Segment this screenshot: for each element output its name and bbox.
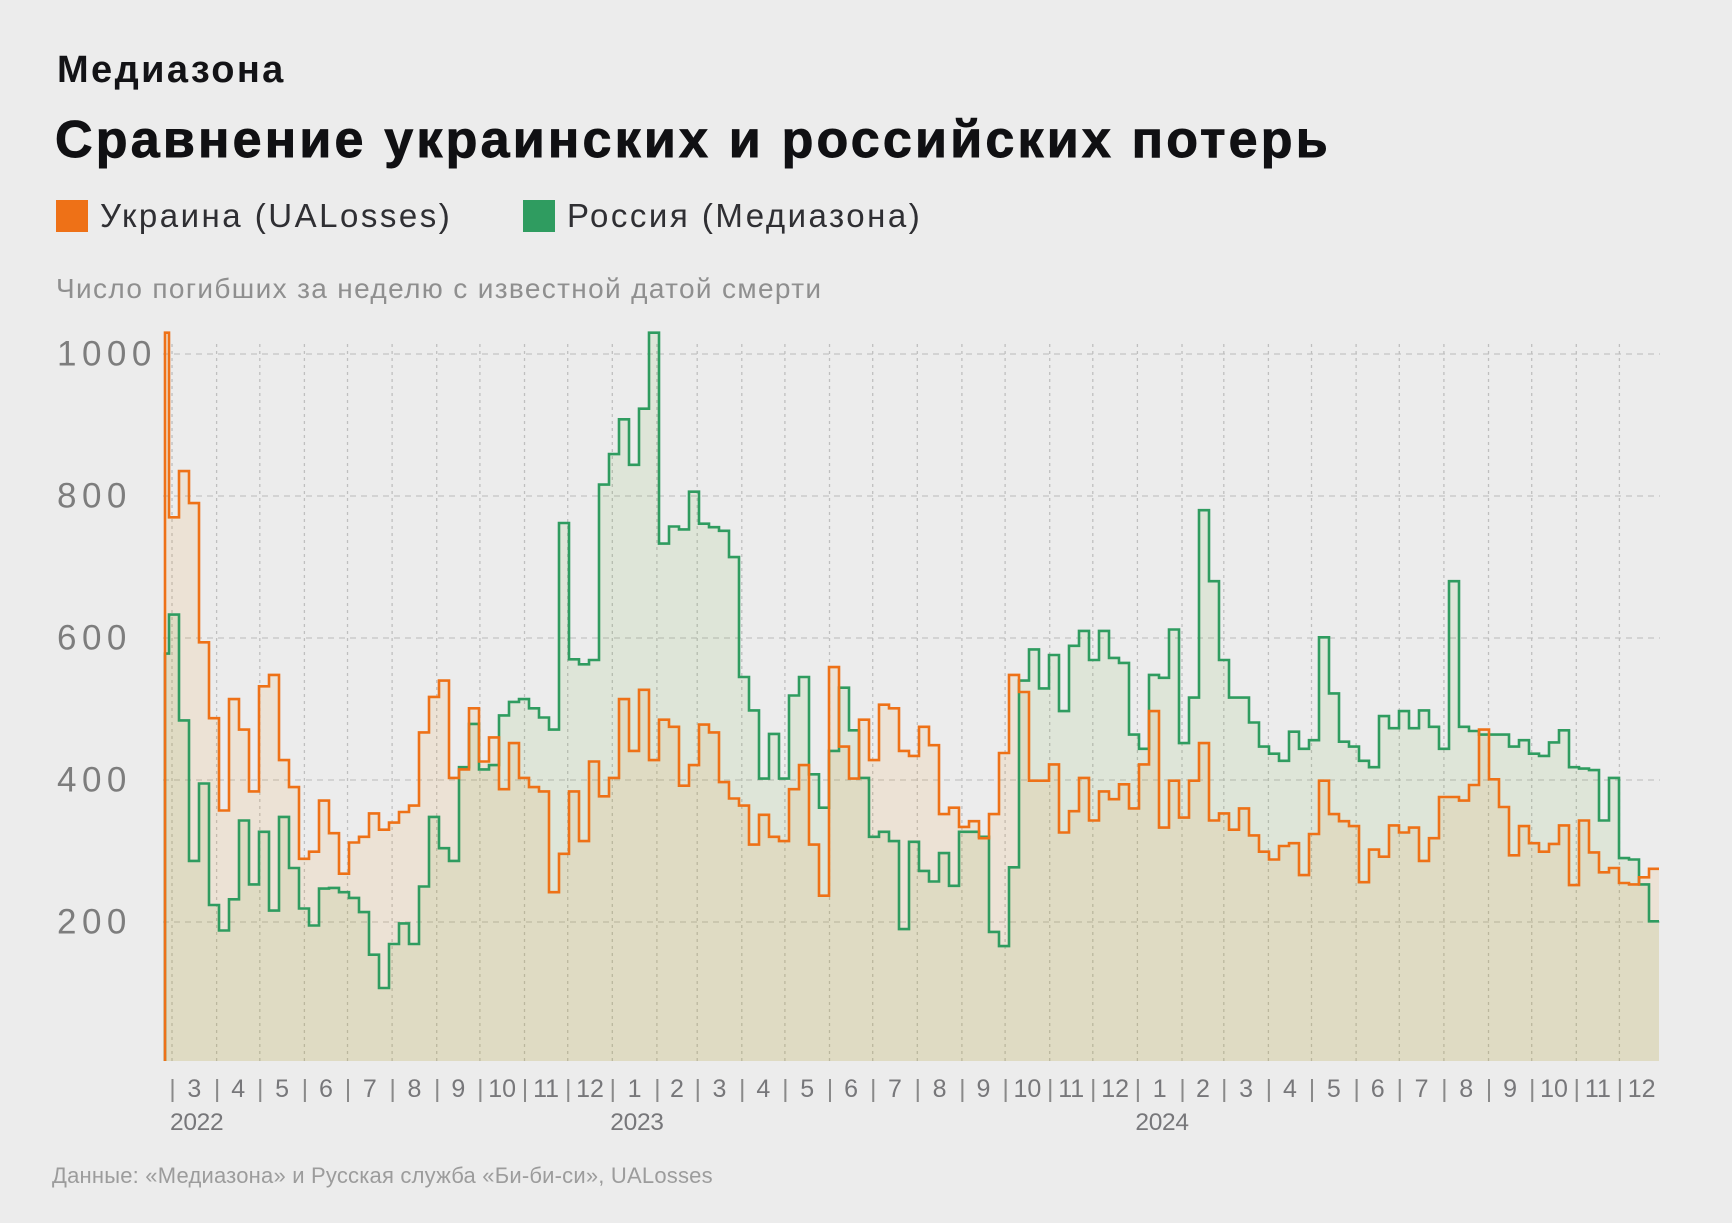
svg-text:2022: 2022 xyxy=(170,1109,223,1136)
svg-text:600: 600 xyxy=(57,619,132,658)
svg-text:2: 2 xyxy=(1196,1075,1210,1103)
svg-text:2: 2 xyxy=(670,1075,684,1103)
svg-text:5: 5 xyxy=(800,1075,814,1103)
svg-text:12: 12 xyxy=(1628,1075,1656,1103)
svg-text:|: | xyxy=(302,1075,309,1103)
svg-text:|: | xyxy=(1529,1075,1536,1103)
svg-text:|: | xyxy=(915,1075,922,1103)
svg-text:5: 5 xyxy=(275,1075,289,1103)
svg-text:6: 6 xyxy=(1371,1075,1385,1103)
svg-text:|: | xyxy=(214,1075,221,1103)
svg-text:2024: 2024 xyxy=(1135,1109,1188,1136)
svg-text:1: 1 xyxy=(628,1075,642,1103)
svg-text:|: | xyxy=(1486,1075,1493,1103)
svg-text:|: | xyxy=(1047,1075,1054,1103)
svg-text:10: 10 xyxy=(1013,1075,1041,1103)
svg-text:|: | xyxy=(1574,1075,1581,1103)
svg-text:4: 4 xyxy=(756,1075,770,1103)
svg-text:12: 12 xyxy=(1101,1075,1129,1103)
svg-text:|: | xyxy=(959,1075,966,1103)
svg-text:7: 7 xyxy=(888,1075,902,1103)
svg-text:3: 3 xyxy=(713,1075,727,1103)
svg-text:|: | xyxy=(1353,1075,1360,1103)
svg-text:|: | xyxy=(477,1075,484,1103)
svg-text:|: | xyxy=(782,1075,789,1103)
svg-text:8: 8 xyxy=(933,1075,947,1103)
svg-text:|: | xyxy=(1179,1075,1186,1103)
svg-text:|: | xyxy=(565,1075,572,1103)
svg-text:|: | xyxy=(389,1075,396,1103)
svg-text:|: | xyxy=(694,1075,701,1103)
svg-text:|: | xyxy=(522,1075,529,1103)
svg-text:9: 9 xyxy=(977,1075,991,1103)
svg-text:1: 1 xyxy=(1153,1075,1167,1103)
svg-text:200: 200 xyxy=(57,903,132,942)
svg-text:2023: 2023 xyxy=(610,1109,663,1136)
svg-text:7: 7 xyxy=(1415,1075,1429,1103)
svg-text:9: 9 xyxy=(1503,1075,1517,1103)
svg-text:|: | xyxy=(1221,1075,1228,1103)
svg-text:4: 4 xyxy=(231,1075,245,1103)
svg-text:|: | xyxy=(654,1075,661,1103)
svg-text:|: | xyxy=(1309,1075,1316,1103)
svg-text:10: 10 xyxy=(1540,1075,1568,1103)
svg-text:|: | xyxy=(1090,1075,1097,1103)
svg-text:8: 8 xyxy=(407,1075,421,1103)
svg-text:10: 10 xyxy=(488,1075,516,1103)
svg-text:11: 11 xyxy=(1058,1075,1084,1103)
svg-text:1000: 1000 xyxy=(57,335,157,374)
svg-text:|: | xyxy=(870,1075,877,1103)
svg-text:6: 6 xyxy=(319,1075,333,1103)
svg-text:|: | xyxy=(434,1075,441,1103)
svg-text:3: 3 xyxy=(187,1075,201,1103)
svg-text:|: | xyxy=(1397,1075,1404,1103)
svg-text:11: 11 xyxy=(533,1075,559,1103)
svg-text:4: 4 xyxy=(1283,1075,1297,1103)
svg-text:7: 7 xyxy=(363,1075,377,1103)
svg-text:|: | xyxy=(169,1075,176,1103)
svg-text:8: 8 xyxy=(1459,1075,1473,1103)
svg-text:3: 3 xyxy=(1239,1075,1253,1103)
svg-text:|: | xyxy=(1441,1075,1448,1103)
svg-text:|: | xyxy=(1002,1075,1009,1103)
svg-text:12: 12 xyxy=(576,1075,604,1103)
svg-text:6: 6 xyxy=(844,1075,858,1103)
svg-text:|: | xyxy=(827,1075,834,1103)
svg-text:|: | xyxy=(739,1075,746,1103)
svg-text:5: 5 xyxy=(1327,1075,1341,1103)
svg-text:11: 11 xyxy=(1585,1075,1611,1103)
svg-text:800: 800 xyxy=(57,477,132,516)
svg-text:|: | xyxy=(1617,1075,1624,1103)
svg-text:9: 9 xyxy=(451,1075,465,1103)
svg-text:|: | xyxy=(610,1075,617,1103)
svg-text:|: | xyxy=(345,1075,352,1103)
svg-text:400: 400 xyxy=(57,761,132,800)
svg-text:|: | xyxy=(1266,1075,1273,1103)
svg-text:|: | xyxy=(257,1075,264,1103)
svg-text:|: | xyxy=(1135,1075,1142,1103)
